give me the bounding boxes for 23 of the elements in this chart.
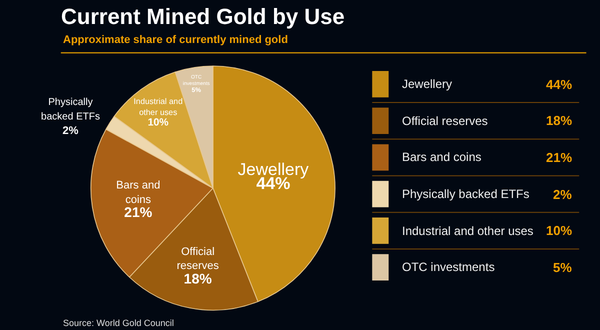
slice-label: Official reserves	[176, 246, 220, 272]
legend-label: OTC investments	[402, 260, 495, 274]
chart-subtitle: Approximate share of currently mined gold	[63, 34, 288, 46]
text: 21%	[546, 150, 572, 165]
slice-label: Bars and coins	[116, 180, 160, 206]
chart-title: Current Mined Gold by Use	[61, 4, 345, 29]
legend-label: Official reserves	[402, 114, 488, 128]
data-label: 21%	[124, 204, 153, 220]
legend-label: Bars and coins	[402, 150, 482, 164]
text: 10%	[546, 223, 572, 238]
data-label: 2%	[62, 124, 79, 137]
source-note: Source: World Gold Council	[63, 318, 174, 328]
slice-label: Physically backed ETFs	[41, 97, 100, 122]
slice-label: Industrial and other uses	[134, 97, 184, 117]
text: 5%	[553, 260, 572, 275]
data-label: 18%	[184, 270, 212, 286]
text: 18%	[546, 113, 572, 128]
text: 44%	[546, 77, 572, 92]
legend-label: Industrial and other uses	[402, 224, 534, 238]
data-label: 10%	[148, 118, 169, 128]
text: 2%	[553, 187, 572, 202]
legend-label: Jewellery	[402, 77, 452, 91]
legend-label: Physically backed ETFs	[402, 187, 530, 201]
